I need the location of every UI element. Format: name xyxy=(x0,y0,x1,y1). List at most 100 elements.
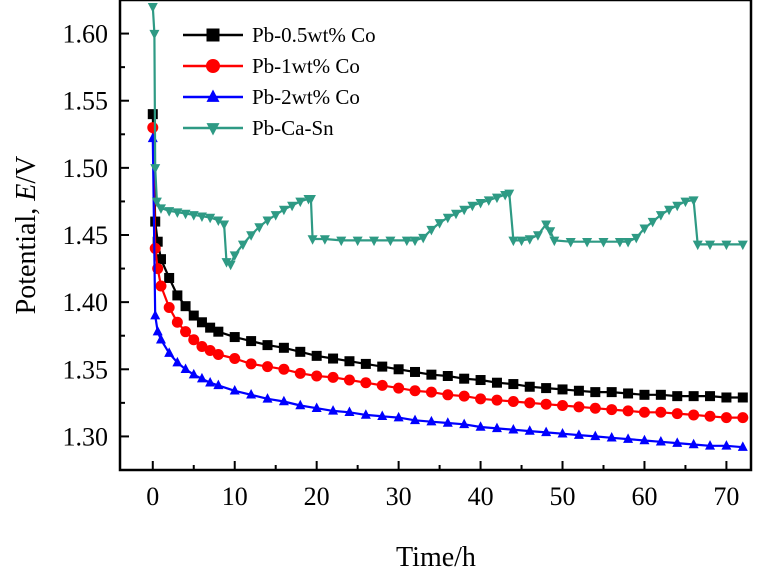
data-point xyxy=(150,309,161,320)
data-point xyxy=(155,333,166,344)
data-point xyxy=(475,421,486,431)
legend-marker xyxy=(206,123,220,136)
data-point xyxy=(307,235,318,245)
x-tick-label: 50 xyxy=(550,482,576,511)
data-point xyxy=(410,414,421,425)
data-point xyxy=(705,240,716,251)
data-point xyxy=(205,213,216,224)
data-point xyxy=(458,390,470,402)
data-point xyxy=(196,372,207,383)
data-point xyxy=(692,240,703,251)
data-point xyxy=(278,395,289,406)
data-point xyxy=(442,213,453,224)
data-point xyxy=(150,164,161,174)
data-point xyxy=(344,406,355,417)
data-point xyxy=(188,334,200,346)
data-point xyxy=(164,207,175,217)
data-point xyxy=(557,427,568,438)
data-point xyxy=(245,358,257,370)
y-tick-label: 1.50 xyxy=(63,154,109,183)
data-point xyxy=(655,406,667,418)
data-point xyxy=(491,394,503,406)
data-point xyxy=(475,375,486,386)
x-tick-label: 20 xyxy=(304,482,330,511)
data-point xyxy=(704,410,716,422)
legend-marker xyxy=(206,59,220,73)
data-point xyxy=(614,237,625,248)
data-point xyxy=(442,389,454,401)
data-point xyxy=(541,426,552,437)
data-point xyxy=(336,236,347,247)
data-point xyxy=(254,223,265,233)
legend-item-pb-ca-sn: Pb-Ca-Sn xyxy=(183,116,334,140)
data-point xyxy=(573,429,584,439)
y-tick-label: 1.55 xyxy=(63,87,109,116)
data-point xyxy=(491,193,502,204)
data-point xyxy=(582,237,593,248)
data-point xyxy=(688,196,699,206)
data-point xyxy=(638,406,650,418)
series-pb-2wt-co xyxy=(147,132,748,451)
data-point xyxy=(229,332,240,343)
data-point xyxy=(205,376,216,387)
data-point xyxy=(504,189,515,200)
data-point xyxy=(377,361,388,372)
data-point xyxy=(180,326,192,338)
data-point xyxy=(672,391,683,402)
data-point xyxy=(225,260,236,271)
data-point xyxy=(393,411,404,422)
data-point xyxy=(295,346,306,357)
data-point xyxy=(655,389,666,400)
data-point xyxy=(410,366,421,377)
data-point xyxy=(163,302,175,314)
data-point xyxy=(467,201,478,212)
data-point xyxy=(639,434,650,445)
data-point xyxy=(343,374,355,386)
data-point xyxy=(639,389,650,400)
series-layer xyxy=(147,2,749,451)
data-point xyxy=(262,361,274,373)
data-point xyxy=(524,235,535,245)
data-point xyxy=(737,441,748,451)
data-point xyxy=(434,219,445,229)
data-point xyxy=(205,322,216,333)
data-point xyxy=(737,392,748,403)
series-line-pb-0-5wt-co xyxy=(151,114,743,399)
data-point xyxy=(664,205,675,216)
data-point xyxy=(295,399,306,410)
data-point xyxy=(180,363,191,374)
data-point xyxy=(147,132,158,143)
data-point xyxy=(671,408,683,420)
data-point xyxy=(524,425,535,435)
data-point xyxy=(360,358,371,369)
data-point xyxy=(721,392,732,403)
data-point xyxy=(557,384,568,395)
data-point xyxy=(491,377,502,388)
data-point xyxy=(475,199,486,209)
data-point xyxy=(545,227,556,237)
y-tick-label: 1.35 xyxy=(63,355,109,384)
data-point xyxy=(196,212,207,222)
data-point xyxy=(631,233,642,244)
series-pb-1wt-co xyxy=(147,122,749,424)
data-point xyxy=(376,379,388,391)
data-point xyxy=(623,388,634,399)
data-point xyxy=(483,196,494,206)
data-point xyxy=(213,326,224,337)
data-point xyxy=(672,437,683,447)
data-point xyxy=(705,391,716,402)
data-point xyxy=(639,224,650,235)
data-point xyxy=(688,409,700,421)
data-point xyxy=(155,254,166,265)
data-point xyxy=(532,231,543,241)
data-point xyxy=(425,386,437,398)
y-tick-label: 1.60 xyxy=(63,20,109,49)
legend-marker xyxy=(206,89,220,102)
data-point xyxy=(360,409,371,419)
data-point xyxy=(507,396,519,408)
legend: Pb-0.5wt% Co Pb-1wt% Co Pb-2wt% Co Pb-Ca-Sn xyxy=(183,23,376,140)
data-point xyxy=(212,349,224,361)
data-point xyxy=(418,233,429,244)
data-point xyxy=(623,433,634,443)
